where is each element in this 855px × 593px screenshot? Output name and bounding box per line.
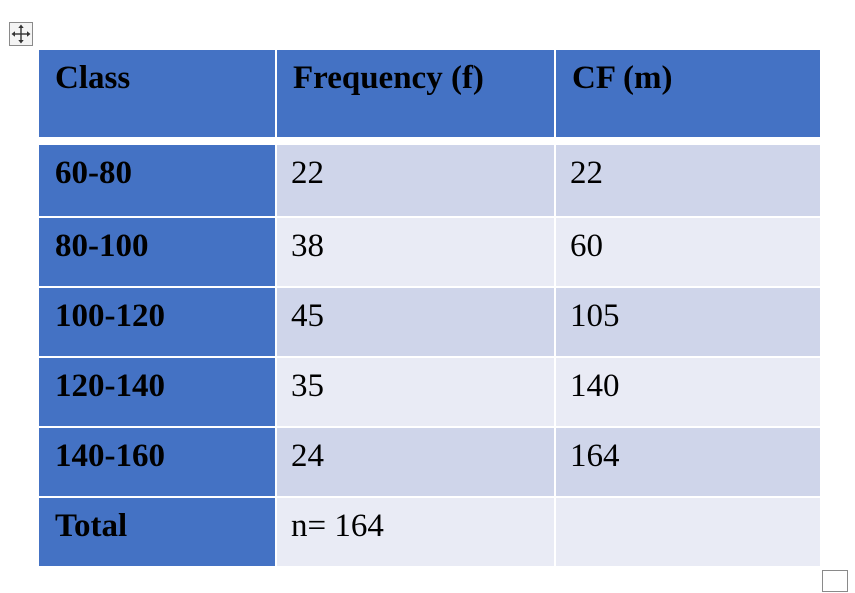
cf-cell: 60 <box>554 216 822 288</box>
frequency-cell: 24 <box>275 426 556 498</box>
header-cell-cf: CF (m) <box>554 48 822 142</box>
table-row: 80-100 38 60 <box>37 216 822 288</box>
cf-cell: 105 <box>554 286 822 358</box>
class-cell: 140-160 <box>37 426 277 498</box>
table-row: 120-140 35 140 <box>37 356 822 428</box>
header-cell-class: Class <box>37 48 277 142</box>
cf-cell: 140 <box>554 356 822 428</box>
total-label-cell: Total <box>37 496 277 568</box>
table-row: 100-120 45 105 <box>37 286 822 358</box>
frequency-cell: 38 <box>275 216 556 288</box>
frequency-cell: 22 <box>275 137 556 218</box>
frequency-cell: 35 <box>275 356 556 428</box>
frequency-table: Class Frequency (f) CF (m) 60-80 22 22 8… <box>37 48 822 568</box>
class-cell: 80-100 <box>37 216 277 288</box>
class-cell: 60-80 <box>37 137 277 218</box>
table-header-row: Class Frequency (f) CF (m) <box>37 48 822 142</box>
table-row: 60-80 22 22 <box>37 137 822 218</box>
table-total-row: Total n= 164 <box>37 496 822 568</box>
header-cell-frequency: Frequency (f) <box>275 48 556 142</box>
total-frequency-cell: n= 164 <box>275 496 556 568</box>
class-cell: 100-120 <box>37 286 277 358</box>
table-row: 140-160 24 164 <box>37 426 822 498</box>
cf-cell: 164 <box>554 426 822 498</box>
frequency-cell: 45 <box>275 286 556 358</box>
total-cf-cell <box>554 496 822 568</box>
class-cell: 120-140 <box>37 356 277 428</box>
table-move-handle-icon[interactable] <box>9 22 33 46</box>
cf-cell: 22 <box>554 137 822 218</box>
table-resize-handle-icon[interactable] <box>822 570 848 592</box>
